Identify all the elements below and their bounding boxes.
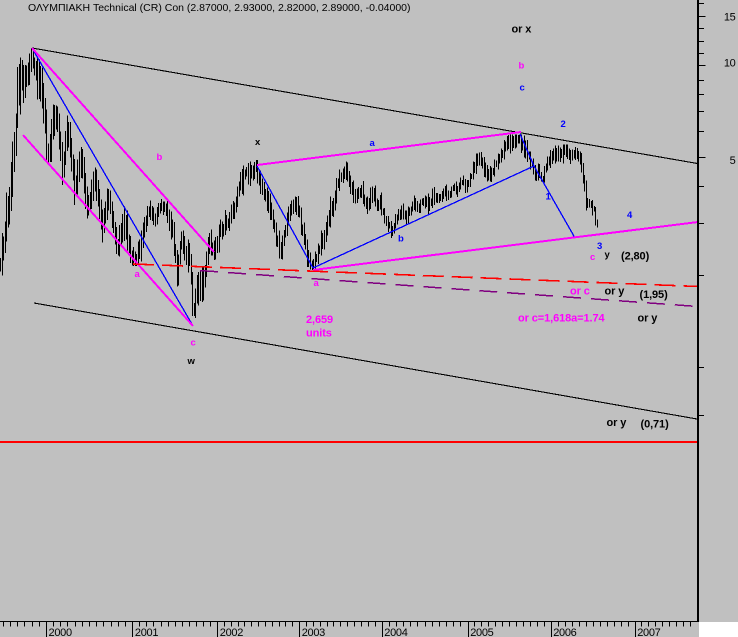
svg-text:2002: 2002 bbox=[220, 627, 243, 637]
svg-text:2001: 2001 bbox=[135, 627, 158, 637]
svg-text:2005: 2005 bbox=[470, 627, 493, 637]
svg-text:b: b bbox=[519, 61, 525, 72]
svg-text:10: 10 bbox=[724, 58, 736, 70]
svg-text:15: 15 bbox=[724, 12, 736, 24]
svg-text:units: units bbox=[306, 327, 332, 339]
svg-text:5: 5 bbox=[730, 155, 736, 167]
svg-text:w: w bbox=[187, 356, 196, 367]
svg-text:ΟΛΥΜΠΙΑΚΗ Technical (CR) Con (: ΟΛΥΜΠΙΑΚΗ Technical (CR) Con (2.87000, 2… bbox=[28, 2, 411, 14]
svg-text:1: 1 bbox=[546, 191, 552, 202]
svg-text:a: a bbox=[314, 278, 320, 289]
svg-text:2: 2 bbox=[561, 119, 566, 130]
svg-text:or c: or c bbox=[570, 286, 590, 298]
svg-text:a: a bbox=[135, 269, 141, 280]
svg-text:(1,95): (1,95) bbox=[640, 289, 669, 301]
svg-text:2006: 2006 bbox=[553, 627, 576, 637]
svg-text:or y: or y bbox=[605, 286, 626, 298]
svg-text:2004: 2004 bbox=[384, 627, 407, 637]
svg-text:(0,71): (0,71) bbox=[641, 419, 670, 431]
svg-text:y: y bbox=[605, 249, 611, 260]
svg-text:c: c bbox=[520, 83, 525, 94]
svg-text:2007: 2007 bbox=[637, 627, 660, 637]
svg-text:3: 3 bbox=[597, 241, 602, 252]
svg-text:or y: or y bbox=[638, 313, 659, 325]
svg-text:c: c bbox=[590, 252, 595, 263]
svg-text:4: 4 bbox=[627, 210, 633, 221]
svg-text:a: a bbox=[370, 138, 376, 149]
svg-text:or c=1,618a=1.74: or c=1,618a=1.74 bbox=[518, 313, 605, 325]
svg-text:2,659: 2,659 bbox=[306, 314, 333, 326]
svg-text:2003: 2003 bbox=[302, 627, 325, 637]
svg-text:or y: or y bbox=[607, 417, 628, 429]
svg-text:x: x bbox=[255, 137, 261, 148]
svg-text:c: c bbox=[191, 338, 196, 349]
svg-text:b: b bbox=[157, 152, 163, 163]
svg-text:or x: or x bbox=[512, 24, 533, 36]
svg-text:2000: 2000 bbox=[49, 627, 72, 637]
svg-text:(2,80): (2,80) bbox=[621, 251, 650, 263]
svg-text:b: b bbox=[398, 233, 404, 244]
